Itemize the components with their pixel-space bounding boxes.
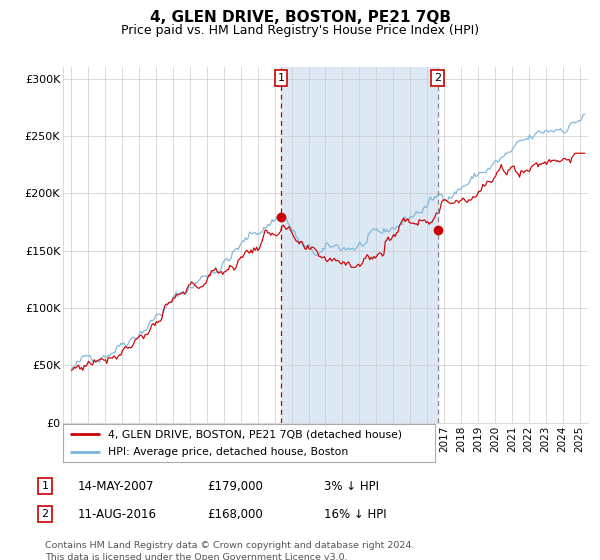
Text: 2: 2 [41,509,49,519]
Bar [281,67,437,423]
Text: 4, GLEN DRIVE, BOSTON, PE21 7QB: 4, GLEN DRIVE, BOSTON, PE21 7QB [149,10,451,25]
Text: Price paid vs. HM Land Registry's House Price Index (HPI): Price paid vs. HM Land Registry's House … [121,24,479,36]
Text: £179,000: £179,000 [207,479,263,493]
Text: 1: 1 [277,73,284,83]
Text: 1: 1 [41,481,49,491]
Text: 3% ↓ HPI: 3% ↓ HPI [324,479,379,493]
Text: HPI: Average price, detached house, Boston: HPI: Average price, detached house, Bost… [107,447,348,457]
Text: £168,000: £168,000 [207,507,263,521]
Text: 4, GLEN DRIVE, BOSTON, PE21 7QB (detached house): 4, GLEN DRIVE, BOSTON, PE21 7QB (detache… [107,429,402,439]
Text: 14-MAY-2007: 14-MAY-2007 [78,479,155,493]
Text: 2: 2 [434,73,441,83]
Text: 16% ↓ HPI: 16% ↓ HPI [324,507,386,521]
Text: Contains HM Land Registry data © Crown copyright and database right 2024.
This d: Contains HM Land Registry data © Crown c… [45,541,415,560]
Text: 11-AUG-2016: 11-AUG-2016 [78,507,157,521]
